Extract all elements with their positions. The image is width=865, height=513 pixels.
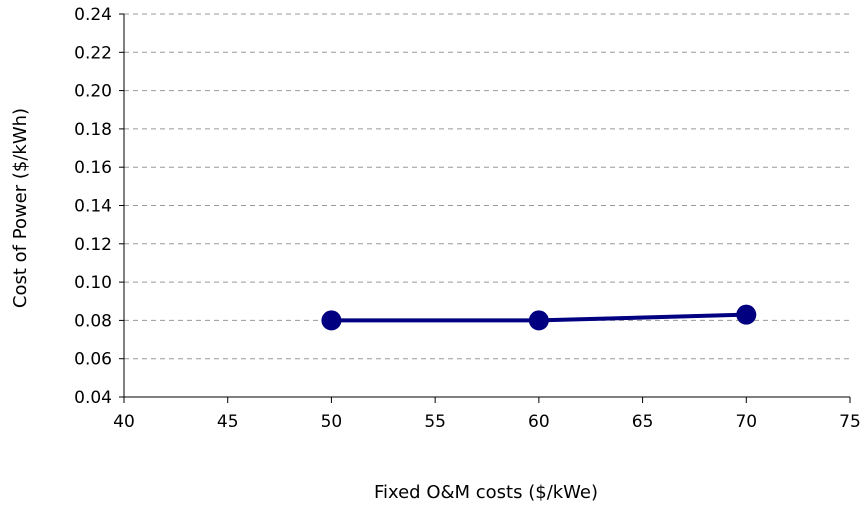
y-tick-label: 0.08 xyxy=(74,311,112,331)
data-point xyxy=(736,304,757,325)
y-tick-labels: 0.04 0.06 0.08 0.10 0.12 0.14 0.16 0.18 0.20 0.22… xyxy=(74,5,112,408)
y-tick-label: 0.24 xyxy=(74,5,112,25)
y-axis-title: Cost of Power ($/kWh) xyxy=(10,108,31,308)
y-tick-label: 0.18 xyxy=(74,120,112,140)
x-tick-label: 50 xyxy=(321,412,343,432)
series xyxy=(321,304,757,331)
y-tick-label: 0.10 xyxy=(74,273,112,293)
x-axis-title: Fixed O&M costs ($/kWe) xyxy=(374,482,598,503)
y-tick-label: 0.14 xyxy=(74,197,112,217)
y-tick-label: 0.06 xyxy=(74,350,112,370)
x-tick-label: 55 xyxy=(424,412,446,432)
data-point xyxy=(321,310,342,331)
x-tick-labels: 40 45 50 55 60 65 70 75 xyxy=(113,412,861,432)
y-tick-label: 0.16 xyxy=(74,158,112,178)
axes xyxy=(119,13,851,403)
y-tick-label: 0.12 xyxy=(74,235,112,255)
x-tick-label: 70 xyxy=(735,412,757,432)
y-tick-label: 0.20 xyxy=(74,82,112,102)
data-point xyxy=(528,310,549,331)
x-tick-label: 75 xyxy=(839,412,861,432)
x-tick-label: 40 xyxy=(113,412,135,432)
x-tick-label: 45 xyxy=(217,412,239,432)
gridlines xyxy=(124,13,850,360)
x-tick-label: 65 xyxy=(632,412,654,432)
y-tick-label: 0.04 xyxy=(74,388,112,408)
x-tick-label: 60 xyxy=(528,412,550,432)
y-tick-label: 0.22 xyxy=(74,43,112,63)
